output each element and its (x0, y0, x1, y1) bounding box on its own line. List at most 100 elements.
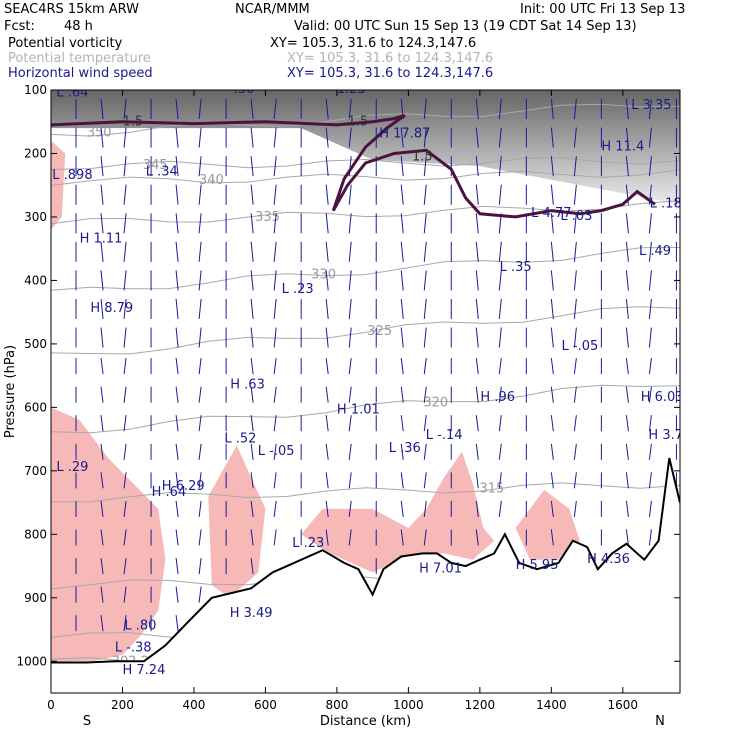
isentrope-label: 320 (423, 396, 448, 411)
wind-arrow (625, 156, 629, 177)
x-tick-label: 1200 (465, 698, 496, 712)
extremum-label: L .18 (650, 196, 682, 211)
wind-arrow (250, 327, 254, 348)
wind-arrow (198, 98, 202, 120)
wind-arrow (123, 98, 127, 120)
wind-arrow (550, 184, 554, 205)
wind-arrow (250, 156, 254, 177)
wind-arrow (273, 184, 277, 205)
extremum-label: L .03 (560, 209, 592, 224)
wind-arrow (498, 298, 502, 320)
wind-arrow (625, 415, 629, 432)
wind-arrow (625, 270, 629, 291)
wind-arrow (625, 327, 629, 348)
wind-arrow (198, 327, 202, 348)
wind-arrow (273, 327, 277, 348)
wind-arrow (550, 241, 554, 262)
wind-arrow (423, 500, 427, 517)
wind-arrow (175, 557, 179, 575)
extremum-label: H 3.7 (648, 428, 683, 443)
wind-arrow (475, 156, 479, 177)
wind-arrow (498, 127, 502, 148)
wind-arrow (550, 358, 554, 375)
pv-contour-1p5 (51, 113, 656, 219)
wind-arrow (100, 529, 104, 546)
wind-arrow (348, 472, 352, 489)
y-tick-label: 200 (24, 146, 47, 160)
wind-arrow (198, 386, 202, 403)
wind-arrow (475, 529, 479, 546)
wind-arrow (325, 213, 329, 234)
wind-arrow (198, 472, 202, 489)
wind-arrow (498, 443, 502, 460)
wind-arrow (625, 472, 629, 489)
extremum-label: L .36 (389, 441, 421, 456)
wind-arrow (325, 443, 329, 460)
wind-arrow (475, 298, 479, 320)
wind-arrow (400, 156, 404, 177)
extremum-label: H 3.49 (230, 606, 273, 621)
wind-arrow (475, 358, 479, 375)
wind-arrow (100, 615, 104, 632)
wind-arrow (100, 472, 104, 489)
wind-arrow (498, 327, 502, 348)
wind-arrow (198, 443, 202, 460)
wind-arrow (550, 270, 554, 291)
wind-arrow (648, 358, 652, 375)
y-tick-label: 100 (24, 83, 47, 97)
wind-arrow (625, 213, 629, 234)
wind-arrow (475, 415, 479, 432)
wind-arrow (625, 98, 629, 120)
wind-arrow (198, 298, 202, 320)
wind-arrow (325, 127, 329, 148)
wind-arrow (273, 127, 277, 148)
wind-arrow (573, 415, 577, 432)
wind-arrow (100, 184, 104, 205)
extremum-label: L -.38 (115, 641, 152, 656)
wind-arrow (573, 127, 577, 148)
wind-arrow (123, 184, 127, 205)
extremum-label: L -.05 (562, 339, 599, 354)
wind-arrow (250, 386, 254, 403)
wind-arrow (550, 127, 554, 148)
pv-shade-upper-left (51, 140, 66, 230)
extremum-label: L -.05 (258, 444, 295, 459)
wind-arrow (423, 213, 427, 234)
wind-arrow (475, 443, 479, 460)
wind-arrow (348, 127, 352, 148)
wind-arrow (100, 415, 104, 432)
wind-arrow (175, 184, 179, 205)
extremum-label: L .49 (639, 244, 671, 259)
extremum-label: L .23 (292, 536, 324, 551)
wind-arrow (648, 270, 652, 291)
wind-arrow (273, 529, 277, 546)
extremum-label: L .35 (500, 260, 532, 275)
extremum-label: L .898 (52, 168, 92, 183)
wind-arrow (198, 500, 202, 517)
isentrope-label: 335 (255, 210, 280, 225)
wind-arrow (573, 472, 577, 489)
wind-arrow (648, 127, 652, 148)
wind-arrow (273, 386, 277, 403)
wind-arrow (348, 443, 352, 460)
plot-frame (50, 89, 681, 694)
wind-arrow (475, 98, 479, 120)
wind-arrow (400, 500, 404, 517)
isentrope-line (51, 200, 680, 225)
wind-arrow (550, 443, 554, 460)
extremum-label: H 7.24 (122, 663, 165, 678)
wind-arrow (648, 415, 652, 432)
wind-arrow (175, 127, 179, 148)
wind-arrow (198, 415, 202, 432)
wind-arrow (475, 327, 479, 348)
extremum-label: H .64 (152, 485, 187, 500)
wind-arrow (400, 270, 404, 291)
wind-arrow (250, 443, 254, 460)
wind-arrow (400, 443, 404, 460)
wind-arrow (498, 184, 502, 205)
wind-arrow (175, 241, 179, 262)
wind-arrow (198, 127, 202, 148)
field-wind-xy: XY= 105.3, 31.6 to 124.3,147.6 (287, 66, 494, 81)
wind-arrow (123, 586, 127, 603)
wind-arrow (175, 156, 179, 177)
